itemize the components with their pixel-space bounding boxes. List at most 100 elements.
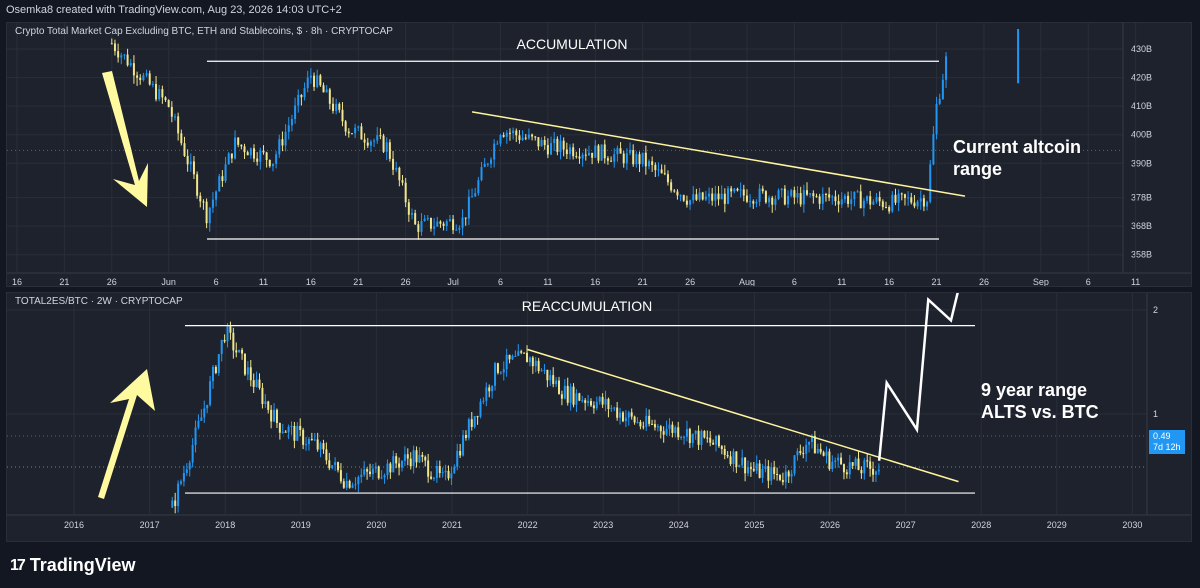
candle-body <box>787 471 790 477</box>
candle-body <box>907 197 910 199</box>
candle-body <box>293 425 296 441</box>
candle-body <box>255 379 258 387</box>
candle-body <box>331 465 334 469</box>
candle-body <box>701 192 704 200</box>
candle-body <box>339 470 342 482</box>
candle-body <box>842 464 845 473</box>
candle-body <box>398 463 401 468</box>
candle-body <box>287 125 290 132</box>
candle-body <box>338 103 341 110</box>
candle-body <box>656 426 659 428</box>
candle-body <box>479 401 482 417</box>
candle-body <box>270 409 273 422</box>
candle-body <box>369 141 372 146</box>
candle-body <box>831 196 834 198</box>
candle-body <box>673 190 676 192</box>
x-tick-label: 2022 <box>518 520 538 530</box>
candle-body <box>369 471 372 474</box>
x-tick-label: 2027 <box>896 520 916 530</box>
candle-body <box>875 197 878 202</box>
candle-body <box>417 224 420 232</box>
candle-body <box>415 450 418 463</box>
candle-body <box>717 435 720 447</box>
top-chart-svg[interactable]: 430B 420B 410B 400B 390B 378B 368B 358B 16 21 26 Ju… <box>7 23 1192 287</box>
candle-body <box>448 219 451 222</box>
candle-body <box>273 409 276 422</box>
candle-body <box>837 201 840 205</box>
candle-body <box>488 387 491 392</box>
candle-body <box>395 167 398 170</box>
last-price-value: 0.49 <box>1153 431 1171 441</box>
candle-body <box>360 474 363 478</box>
candle-body <box>418 454 421 463</box>
candle-body <box>182 472 185 482</box>
candle-body <box>306 77 309 89</box>
candle-body <box>224 164 227 181</box>
candle-body <box>919 198 922 202</box>
candle-body <box>366 142 369 146</box>
candle-body <box>171 500 174 508</box>
candle-body <box>491 385 494 392</box>
candle-body <box>648 415 651 424</box>
candle-body <box>610 160 613 162</box>
candle-body <box>496 363 499 373</box>
candle-body <box>377 466 380 479</box>
candle-body <box>505 354 508 370</box>
candle-body <box>328 460 331 469</box>
candle-body <box>132 63 135 76</box>
candle-body <box>777 190 780 199</box>
candle-body <box>366 469 369 472</box>
candle-body <box>447 470 450 479</box>
candle-body <box>806 190 808 195</box>
annotation-current-range-1: Current altcoin <box>953 137 1081 157</box>
candle-body <box>863 460 866 474</box>
candle-body <box>808 442 811 445</box>
candle-body <box>174 500 177 507</box>
candle-body <box>654 164 657 171</box>
x-tick-label: 2025 <box>744 520 764 530</box>
candle-body <box>653 424 656 428</box>
candle-body <box>456 450 459 467</box>
bottom-chart-svg[interactable]: 2 1 2016 2017 2018 2019 2020 2021 2022 2023 2024 20… <box>7 293 1192 542</box>
candle-body <box>711 193 714 201</box>
candle-body <box>347 131 350 134</box>
candle-body <box>524 137 527 139</box>
candle-body <box>738 465 741 467</box>
candle-body <box>828 451 831 470</box>
candle-body <box>259 150 262 162</box>
candle-body <box>802 453 805 455</box>
candle-body <box>584 400 587 403</box>
top-chart-pane[interactable]: 430B 420B 410B 400B 390B 378B 368B 358B 16 21 26 Ju… <box>6 22 1192 287</box>
tradingview-brand[interactable]: 17 TradingView <box>10 555 136 576</box>
candle-body <box>403 454 406 461</box>
candle-body <box>444 470 447 473</box>
candle-body <box>660 169 663 174</box>
candle-body <box>126 54 129 66</box>
candle-body <box>199 195 202 202</box>
candle-body <box>834 196 837 202</box>
candle-body <box>438 466 441 473</box>
candle-body <box>819 448 822 453</box>
candle-body <box>851 462 854 466</box>
candle-body <box>717 193 720 200</box>
candle-body <box>265 152 268 160</box>
candle-body <box>197 420 200 428</box>
candle-body <box>592 405 595 409</box>
bottom-chart-pane[interactable]: 2 1 2016 2017 2018 2019 2020 2021 2022 2023 2024 20… <box>6 292 1192 542</box>
candle-body <box>357 126 360 128</box>
candle-body <box>249 367 252 381</box>
candle-body <box>177 116 180 134</box>
candle-body <box>625 153 628 164</box>
brand-name: TradingView <box>29 555 136 575</box>
candle-body <box>597 145 600 161</box>
candle-body <box>648 161 650 167</box>
candle-body <box>857 458 860 470</box>
candle-body <box>401 180 404 183</box>
candle-body <box>638 154 641 165</box>
candle-body <box>546 145 549 155</box>
candle-body <box>120 55 123 58</box>
candle-body <box>926 201 929 207</box>
candle-body <box>723 193 726 204</box>
candle-body <box>502 135 505 137</box>
candle-body <box>243 146 246 153</box>
